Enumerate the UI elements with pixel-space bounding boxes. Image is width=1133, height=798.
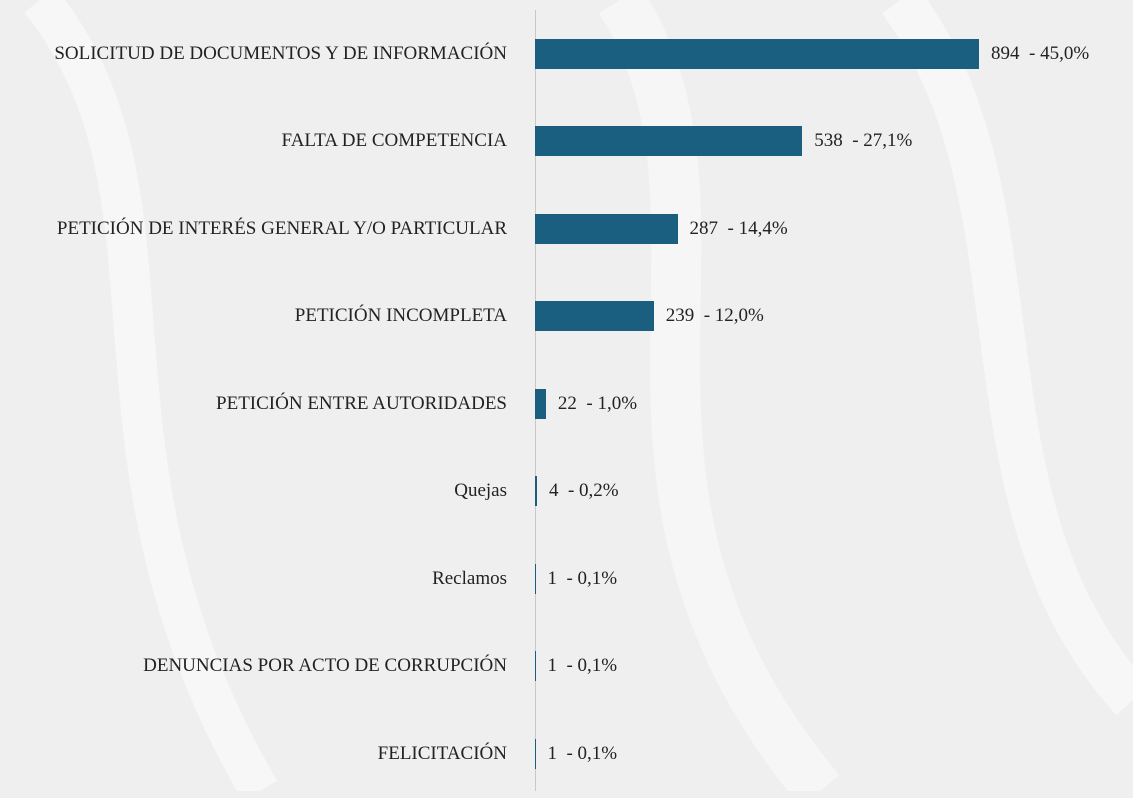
value-label: 239 - 12,0% xyxy=(666,305,764,327)
value-label: 894 - 45,0% xyxy=(991,43,1089,65)
value-label: 287 - 14,4% xyxy=(690,218,788,240)
bar xyxy=(535,301,654,331)
bar xyxy=(535,476,537,506)
category-label: FALTA DE COMPETENCIA xyxy=(37,129,507,153)
category-label: PETICIÓN ENTRE AUTORIDADES xyxy=(37,392,507,416)
bar xyxy=(535,214,678,244)
category-label: PETICIÓN INCOMPLETA xyxy=(37,304,507,328)
category-label: FELICITACIÓN xyxy=(37,742,507,766)
value-label: 4 - 0,2% xyxy=(549,480,619,502)
bar xyxy=(535,389,546,419)
category-label: Quejas xyxy=(37,479,507,503)
value-label: 1 - 0,1% xyxy=(547,568,617,590)
value-label: 1 - 0,1% xyxy=(547,655,617,677)
row: Reclamos 1 - 0,1% xyxy=(0,535,1133,623)
row: DENUNCIAS POR ACTO DE CORRUPCIÓN 1 - 0,1% xyxy=(0,623,1133,711)
row: Quejas 4 - 0,2% xyxy=(0,448,1133,536)
value-label: 1 - 0,1% xyxy=(547,743,617,765)
bar xyxy=(535,39,979,69)
category-label: PETICIÓN DE INTERÉS GENERAL Y/O PARTICUL… xyxy=(37,217,507,241)
value-label: 22 - 1,0% xyxy=(558,393,637,415)
row: FELICITACIÓN 1 - 0,1% xyxy=(0,710,1133,798)
category-label: Reclamos xyxy=(37,567,507,591)
value-label: 538 - 27,1% xyxy=(814,130,912,152)
row: FALTA DE COMPETENCIA 538 - 27,1% xyxy=(0,98,1133,186)
row: PETICIÓN DE INTERÉS GENERAL Y/O PARTICUL… xyxy=(0,185,1133,273)
category-label: SOLICITUD DE DOCUMENTOS Y DE INFORMACIÓN xyxy=(37,42,507,66)
row: SOLICITUD DE DOCUMENTOS Y DE INFORMACIÓN… xyxy=(0,10,1133,98)
row: PETICIÓN ENTRE AUTORIDADES 22 - 1,0% xyxy=(0,360,1133,448)
row: PETICIÓN INCOMPLETA 239 - 12,0% xyxy=(0,273,1133,361)
bar xyxy=(535,126,802,156)
category-label: DENUNCIAS POR ACTO DE CORRUPCIÓN xyxy=(37,654,507,678)
